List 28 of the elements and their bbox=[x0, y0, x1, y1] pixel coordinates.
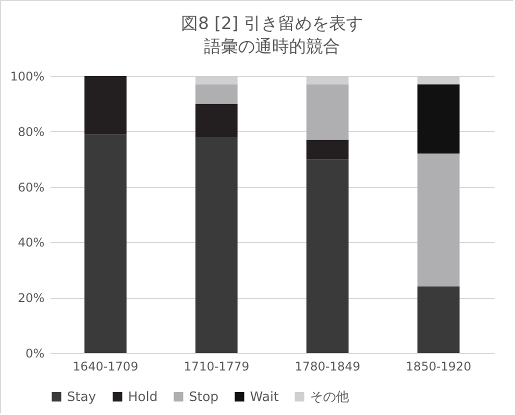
x-tick-label: 1710-1779 bbox=[184, 360, 250, 374]
bar bbox=[195, 136, 238, 353]
chart-subtitle: 語彙の通時的競合 bbox=[204, 37, 340, 57]
y-tick-label: 100% bbox=[10, 70, 44, 84]
y-tick-label: 80% bbox=[18, 124, 44, 139]
x-tick-label: 1780-1849 bbox=[294, 360, 360, 374]
bar bbox=[84, 134, 127, 353]
y-tick-label: 60% bbox=[18, 180, 44, 194]
chart-title: 図8 [2] 引き留めを表す bbox=[181, 14, 363, 34]
y-tick-label: 20% bbox=[18, 291, 44, 306]
bar bbox=[417, 154, 460, 287]
legend-label: Stop bbox=[189, 390, 219, 405]
bar bbox=[417, 84, 460, 154]
x-tick-label: 1640-1709 bbox=[72, 360, 138, 374]
x-tick-label: 1850-1920 bbox=[406, 360, 472, 374]
bar bbox=[84, 76, 127, 134]
legend-label: その他 bbox=[310, 390, 349, 405]
bar bbox=[195, 104, 238, 137]
legend-label: Wait bbox=[250, 390, 279, 405]
y-tick-label: 40% bbox=[18, 236, 44, 250]
bar bbox=[306, 140, 349, 160]
bar bbox=[306, 159, 349, 353]
y-tick-label: 0% bbox=[25, 346, 44, 360]
bar bbox=[195, 84, 238, 104]
legend-label: Stay bbox=[67, 390, 96, 405]
bar bbox=[417, 286, 460, 353]
bar bbox=[306, 84, 349, 140]
legend-label: Hold bbox=[128, 390, 158, 405]
